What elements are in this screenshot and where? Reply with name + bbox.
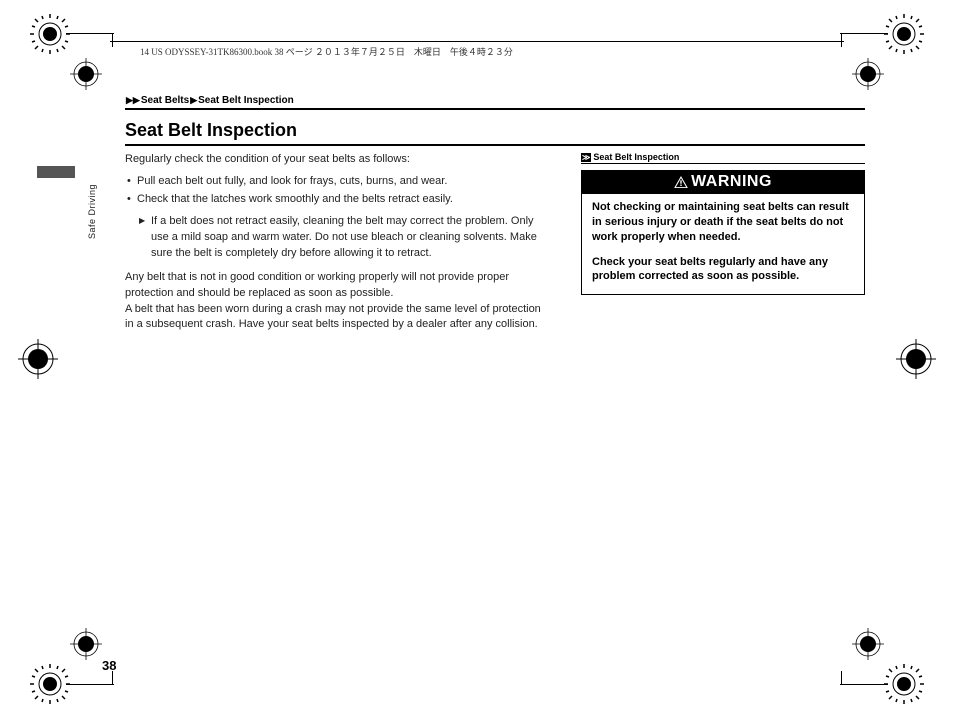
main-content: Regularly check the condition of your se… (125, 152, 545, 339)
side-tab (37, 166, 75, 178)
side-section-label: Safe Driving (87, 184, 97, 239)
sidebar-heading: ≫Seat Belt Inspection (581, 152, 865, 164)
body-paragraph: Any belt that is not in good condition o… (125, 270, 545, 302)
chevron-icon: ≫ (581, 153, 591, 162)
warning-label: WARNING (691, 173, 772, 191)
breadcrumb-arrow-icon: ▶ (190, 95, 197, 105)
reg-mark-icon (896, 339, 936, 379)
intro-text: Regularly check the condition of your se… (125, 152, 545, 168)
sidebar-heading-text: Seat Belt Inspection (593, 152, 679, 162)
crop-line (840, 684, 888, 685)
breadcrumb-level1: Seat Belts (141, 95, 189, 106)
reg-mark-icon (884, 14, 924, 54)
reg-mark-icon (30, 14, 70, 54)
sub-point: If a belt does not retract easily, clean… (125, 214, 545, 262)
breadcrumb-arrow-icon: ▶▶ (126, 95, 140, 105)
warning-paragraph: Not checking or maintaining seat belts c… (592, 200, 854, 245)
bullet-list: Pull each belt out fully, and look for f… (125, 174, 545, 208)
header-file-info: 14 US ODYSSEY-31TK86300.book 38 ページ ２０１３… (140, 45, 513, 58)
crop-line (66, 684, 114, 685)
breadcrumb-level2: Seat Belt Inspection (198, 95, 294, 106)
warning-triangle-icon (674, 176, 688, 188)
reg-mark-icon (30, 664, 70, 704)
sidebar: ≫Seat Belt Inspection WARNING Not checki… (581, 152, 865, 295)
page-title: Seat Belt Inspection (125, 120, 297, 141)
crop-line (841, 671, 842, 685)
reg-mark-icon (884, 664, 924, 704)
breadcrumb-rule (125, 108, 865, 110)
reg-mark-icon (18, 339, 58, 379)
warning-body: Not checking or maintaining seat belts c… (582, 194, 864, 294)
crop-line (112, 671, 113, 685)
page-number: 38 (102, 658, 116, 673)
warning-box: WARNING Not checking or maintaining seat… (581, 170, 865, 295)
reg-mark-icon (70, 58, 102, 90)
crop-line (840, 33, 888, 34)
list-item: Check that the latches work smoothly and… (125, 192, 545, 208)
crop-line (112, 33, 113, 47)
warning-paragraph: Check your seat belts regularly and have… (592, 255, 854, 285)
header-rule (110, 41, 844, 42)
body-paragraph: A belt that has been worn during a crash… (125, 302, 545, 334)
reg-mark-icon (70, 628, 102, 660)
crop-line (841, 33, 842, 47)
breadcrumb: ▶▶Seat Belts▶Seat Belt Inspection (125, 95, 294, 106)
list-item: Pull each belt out fully, and look for f… (125, 174, 545, 190)
reg-mark-icon (852, 628, 884, 660)
title-rule (125, 144, 865, 146)
warning-header: WARNING (582, 171, 864, 194)
reg-mark-icon (852, 58, 884, 90)
crop-line (66, 33, 114, 34)
